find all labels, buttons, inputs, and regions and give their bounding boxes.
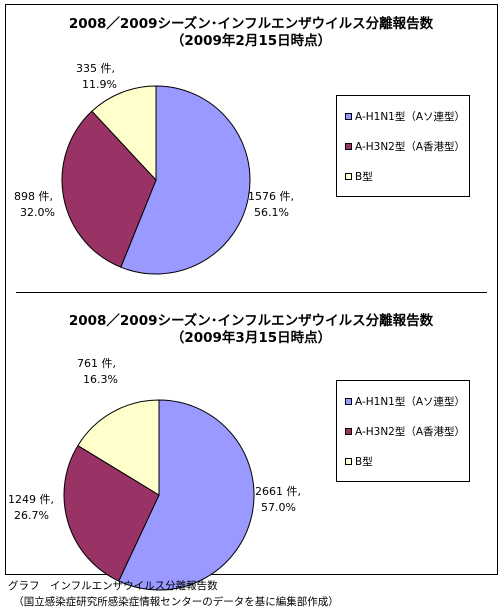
- legend-item-b: B型: [345, 169, 373, 183]
- data-label-count-b: 335 件,: [76, 62, 115, 75]
- data-label-count-h3n2: 898 件,: [14, 190, 53, 203]
- legend-label-h3n2: A-H3N2型（A香港型）: [355, 140, 466, 153]
- pie-slice-h3n2: [61, 110, 157, 268]
- data-label-percent-h1n1: 57.0%: [261, 501, 296, 514]
- chart-1-pie: 1576 件, 56.1% 898 件, 32.0% 335 件, 11.9%: [14, 62, 294, 275]
- chart-2-title: 2008／2009シーズン･インフルエンザウイルス分離報告数: [68, 313, 434, 329]
- legend-label-h3n2: A-H3N2型（A香港型）: [355, 425, 466, 438]
- legend-label-b: B型: [355, 170, 373, 183]
- legend-swatch-b: [345, 457, 352, 465]
- pie-slice-b: [77, 399, 160, 496]
- data-label-percent-h1n1: 56.1%: [254, 206, 289, 219]
- data-label-percent-b: 16.3%: [83, 373, 118, 386]
- legend-item-b: B型: [345, 454, 373, 468]
- chart-divider: [16, 292, 487, 293]
- pie-slice-h1n1: [120, 85, 251, 275]
- chart-2-legend: A-H1N1型（Aソ連型） A-H3N2型（A香港型） B型: [336, 380, 470, 482]
- legend-swatch-h3n2: [345, 427, 352, 435]
- data-label-percent-b: 11.9%: [82, 78, 117, 91]
- legend-item-h1n1: A-H1N1型（Aソ連型）: [345, 394, 465, 408]
- pie-slice-h1n1: [118, 399, 255, 591]
- chart-2-subtitle: （2009年3月15日時点）: [170, 330, 332, 346]
- legend-label-h1n1: A-H1N1型（Aソ連型）: [355, 395, 466, 408]
- legend-swatch-b: [345, 172, 352, 180]
- pie-slice-h3n2: [63, 444, 160, 582]
- pie-slice-b: [91, 85, 157, 182]
- legend-swatch-h1n1: [345, 112, 352, 120]
- figure-caption: グラフ インフルエンザウイルス分離報告数: [8, 580, 218, 592]
- data-label-count-h1n1: 2661 件,: [255, 485, 301, 498]
- legend-item-h3n2: A-H3N2型（A香港型）: [345, 424, 465, 438]
- figure-source-note: （国立感染症研究所感染症情報センターのデータを基に編集部作成）: [8, 596, 339, 608]
- legend-swatch-h1n1: [345, 397, 352, 405]
- chart-frame: [5, 4, 498, 575]
- data-label-count-h1n1: 1576 件,: [248, 190, 294, 203]
- legend-label-b: B型: [355, 455, 373, 468]
- chart-1-legend: A-H1N1型（Aソ連型） A-H3N2型（A香港型） B型: [336, 95, 470, 197]
- legend-item-h3n2: A-H3N2型（A香港型）: [345, 139, 465, 153]
- chart-1-subtitle: （2009年2月15日時点）: [170, 33, 332, 49]
- data-label-percent-h3n2: 26.7%: [14, 509, 49, 522]
- data-label-percent-h3n2: 32.0%: [20, 206, 55, 219]
- chart-1-title: 2008／2009シーズン･インフルエンザウイルス分離報告数: [68, 16, 434, 32]
- legend-swatch-h3n2: [345, 142, 352, 150]
- data-label-count-b: 761 件,: [77, 357, 116, 370]
- chart-2-pie: 2661 件, 57.0% 1249 件, 26.7% 761 件, 16.3%: [8, 357, 301, 591]
- data-label-count-h3n2: 1249 件,: [8, 493, 54, 506]
- legend-item-h1n1: A-H1N1型（Aソ連型）: [345, 109, 465, 123]
- legend-label-h1n1: A-H1N1型（Aソ連型）: [355, 110, 466, 123]
